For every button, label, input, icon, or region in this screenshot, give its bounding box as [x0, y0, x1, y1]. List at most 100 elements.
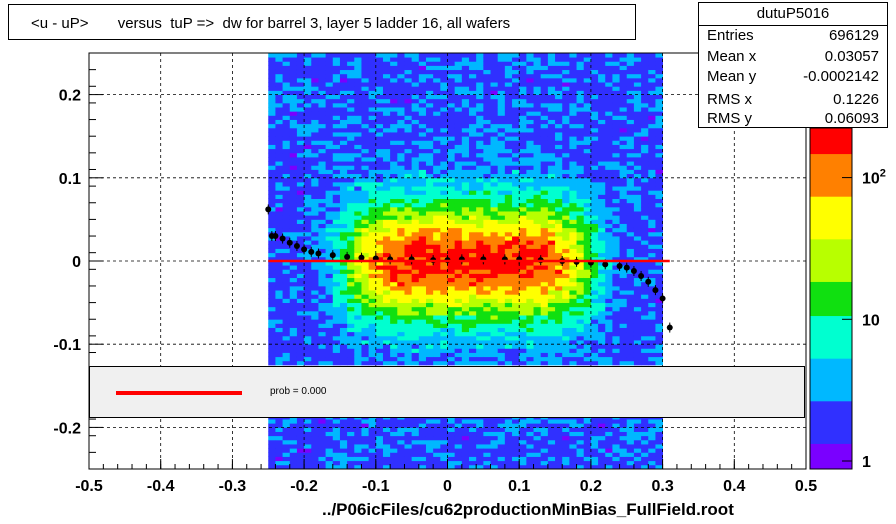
heatmap-cell — [555, 344, 563, 349]
heatmap-cell — [361, 444, 370, 449]
heatmap-cell — [555, 132, 563, 137]
heatmap-cell — [311, 119, 319, 125]
heatmap-cell — [397, 223, 405, 229]
heatmap-cell — [519, 198, 527, 204]
heatmap-cell — [576, 86, 585, 91]
heatmap-cell — [433, 302, 441, 308]
heatmap-cell — [268, 310, 276, 316]
heatmap-cell — [404, 219, 413, 224]
heatmap-cell — [540, 198, 549, 204]
heatmap-cell — [626, 344, 635, 349]
heatmap-cell — [648, 419, 656, 424]
heatmap-cell — [354, 344, 362, 349]
heatmap-cell — [519, 219, 527, 224]
heatmap-cell — [555, 173, 563, 179]
heatmap-cell — [454, 77, 463, 83]
heatmap-cell — [447, 231, 456, 237]
heatmap-cell — [626, 256, 635, 262]
heatmap-cell — [368, 315, 377, 320]
heatmap-cell — [382, 177, 391, 183]
heatmap-cell — [325, 111, 334, 116]
heatmap-cell — [318, 419, 327, 424]
heatmap-cell — [547, 144, 556, 150]
heatmap-cell — [519, 215, 527, 220]
heatmap-cell — [461, 165, 470, 170]
heatmap-cell — [562, 344, 570, 349]
heatmap-cell — [633, 435, 642, 441]
heatmap-cell — [268, 190, 276, 195]
heatmap-cell — [425, 261, 434, 266]
heatmap-cell — [555, 161, 563, 166]
heatmap-cell — [583, 252, 592, 258]
heatmap-cell — [339, 448, 348, 453]
heatmap-cell — [318, 356, 327, 362]
heatmap-cell — [304, 140, 312, 145]
heatmap-cell — [311, 435, 319, 441]
heatmap-cell — [368, 57, 377, 62]
heatmap-cell — [626, 57, 635, 62]
heatmap-cell — [619, 256, 628, 262]
heatmap-cell — [447, 331, 456, 337]
heatmap-cell — [633, 61, 642, 66]
heatmap-cell — [519, 335, 527, 341]
heatmap-cell — [583, 306, 592, 312]
heatmap-cell — [540, 348, 549, 353]
heatmap-cell — [418, 256, 427, 262]
heatmap-cell — [583, 327, 592, 333]
heatmap-cell — [325, 248, 334, 254]
heatmap-cell — [569, 298, 577, 303]
heatmap-cell — [469, 181, 477, 187]
heatmap-cell — [490, 173, 499, 179]
heatmap-cell — [504, 456, 513, 462]
heatmap-cell — [490, 423, 499, 428]
heatmap-cell — [641, 115, 649, 120]
heatmap-cell — [289, 315, 298, 320]
heatmap-cell — [440, 169, 448, 175]
heatmap-cell — [433, 310, 441, 316]
heatmap-cell — [569, 194, 577, 199]
heatmap-cell — [526, 444, 534, 449]
heatmap-cell — [404, 111, 413, 116]
heatmap-cell — [590, 456, 599, 462]
heatmap-cell — [382, 86, 391, 91]
heatmap-cell — [612, 327, 620, 333]
heatmap-cell — [318, 236, 327, 241]
heatmap-cell — [619, 277, 628, 283]
heatmap-cell — [619, 340, 628, 345]
heatmap-cell — [397, 94, 405, 100]
heatmap-cell — [433, 215, 441, 220]
heatmap-cell — [390, 273, 398, 279]
heatmap-cell — [440, 244, 448, 249]
heatmap-cell — [390, 302, 398, 308]
heatmap-cell — [382, 215, 391, 220]
heatmap-cell — [605, 98, 613, 104]
heatmap-cell — [512, 136, 520, 141]
heatmap-cell — [375, 356, 384, 362]
heatmap-cell — [569, 181, 577, 187]
heatmap-cell — [347, 57, 355, 62]
heatmap-cell — [497, 169, 506, 175]
heatmap-cell — [296, 285, 305, 291]
heatmap-cell — [425, 173, 434, 179]
heatmap-cell — [476, 77, 484, 83]
heatmap-cell — [526, 215, 534, 220]
heatmap-cell — [289, 273, 298, 279]
heatmap-cell — [425, 107, 434, 112]
heatmap-cell — [318, 98, 327, 104]
heatmap-cell — [296, 323, 305, 328]
heatmap-cell — [612, 281, 620, 287]
heatmap-cell — [318, 173, 327, 179]
heatmap-cell — [497, 161, 506, 166]
heatmap-cell — [547, 181, 556, 187]
heatmap-cell — [454, 423, 463, 428]
heatmap-cell — [547, 419, 556, 424]
heatmap-cell — [397, 194, 405, 199]
heatmap-cell — [526, 177, 534, 183]
heatmap-cell — [547, 464, 556, 470]
heatmap-cell — [382, 331, 391, 337]
heatmap-cell — [447, 344, 456, 349]
heatmap-cell — [641, 144, 649, 150]
heatmap-cell — [461, 119, 470, 125]
heatmap-cell — [533, 298, 542, 303]
heatmap-cell — [555, 273, 563, 279]
